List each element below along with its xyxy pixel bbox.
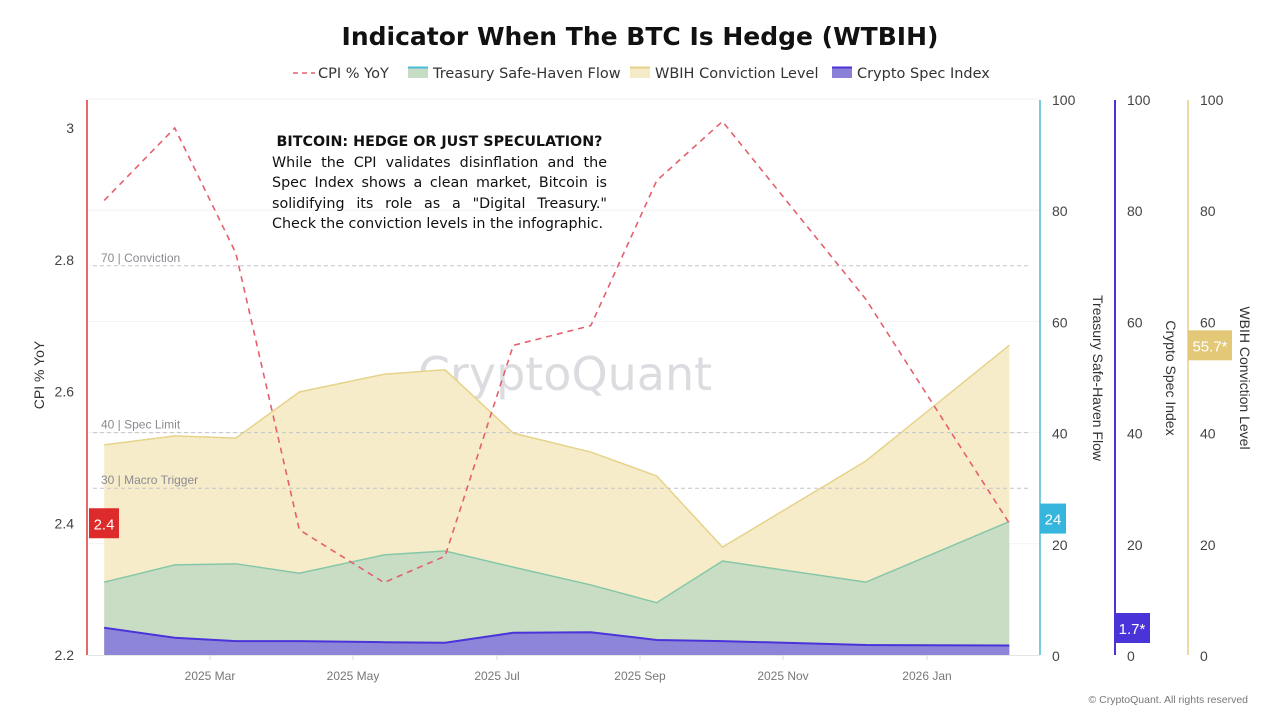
grid: 2025 Mar 2025 May 2025 Jul 2025 Sep 2025 Nov…	[88, 98, 1040, 683]
annotation-body: While the CPI validates disinflation and…	[272, 154, 607, 233]
left-axis-title: CPI % YoY	[31, 340, 47, 409]
right1-tick-label: 100	[1052, 92, 1076, 108]
legend-label: WBIH Conviction Level	[655, 66, 819, 82]
right3-tick-label: 80	[1200, 203, 1216, 219]
left-tick-label: 3	[66, 120, 74, 136]
right3-axis-title: WBIH Conviction Level	[1237, 306, 1253, 449]
spec-last-value-badge: 1.7*	[1119, 621, 1146, 638]
legend-item-2: WBIH Conviction Level	[630, 66, 819, 82]
left-tick-label: 2.8	[55, 252, 75, 268]
right2-tick-label: 80	[1127, 203, 1143, 219]
cpi-last-value-badge: 2.4	[94, 516, 115, 533]
x-tick-label: 2026 Jan	[902, 669, 951, 683]
right2-tick-label: 0	[1127, 648, 1135, 664]
treasury-last-value-badge: 24	[1045, 512, 1062, 529]
legend: CPI % YoY Treasury Safe-Haven Flow WBIH Co…	[293, 66, 990, 82]
right3-tick-label: 60	[1200, 314, 1216, 330]
line-treasury-safe-haven-flow	[104, 520, 1010, 604]
reference-label: 70 | Conviction	[101, 251, 180, 265]
right2-tick-label: 20	[1127, 537, 1143, 553]
reference-lines: 70 | Conviction 40 | Spec Limit 30 | Macro…	[93, 251, 1030, 489]
cpi-series	[103, 120, 1010, 584]
right2-tick-label: 40	[1127, 426, 1143, 442]
legend-swatch	[832, 67, 852, 78]
left-tick-label: 2.2	[55, 647, 75, 663]
x-tick-label: 2025 Jul	[474, 669, 519, 683]
wbih-last-value-badge: 55.7*	[1192, 338, 1227, 355]
x-tick-label: 2025 Sep	[614, 669, 666, 683]
right1-axis-title: Treasury Safe-Haven Flow	[1090, 295, 1106, 462]
right3-tick-label: 0	[1200, 648, 1208, 664]
right2-axis-title: Crypto Spec Index	[1163, 320, 1179, 435]
right3-tick-label: 20	[1200, 537, 1216, 553]
right1-tick-label: 80	[1052, 203, 1068, 219]
left-tick-label: 2.4	[55, 515, 75, 531]
footer-copyright: © CryptoQuant. All rights reserved	[1089, 694, 1249, 706]
annotation-title: BITCOIN: HEDGE OR JUST SPECULATION?	[276, 134, 603, 150]
right2-tick-label: 60	[1127, 314, 1143, 330]
legend-swatch	[630, 67, 650, 78]
area-crypto-spec-index	[104, 627, 1010, 655]
right1-tick-label: 0	[1052, 648, 1060, 664]
wbih-last-value-badge-bg	[1188, 330, 1232, 361]
right3-tick-label: 40	[1200, 426, 1216, 442]
line-wbih-conviction-level	[104, 344, 1010, 549]
reference-label: 40 | Spec Limit	[101, 418, 181, 432]
x-tick-label: 2025 Mar	[185, 669, 236, 683]
legend-swatch	[408, 67, 428, 78]
right1-tick-label: 60	[1052, 314, 1068, 330]
treasury-last-value-badge-bg	[1040, 503, 1066, 534]
spec-last-value-badge-bg	[1114, 613, 1150, 643]
legend-label: CPI % YoY	[318, 66, 389, 82]
left-tick-label: 2.6	[55, 384, 75, 400]
cpi-last-value-badge-bg	[89, 508, 119, 539]
axes: 2.2 2.4 2.6 2.8 3 CPI % YoY 0 20 40 60 80 100 Treasu…	[31, 92, 1253, 664]
right2-tick-label: 100	[1127, 92, 1151, 108]
x-tick-label: 2025 May	[327, 669, 380, 683]
line-crypto-spec-index	[104, 626, 1010, 647]
right3-tick-label: 100	[1200, 92, 1224, 108]
annotation-box: BITCOIN: HEDGE OR JUST SPECULATION? Whil…	[272, 132, 607, 235]
x-tick-label: 2025 Nov	[757, 669, 808, 683]
chart-title: Indicator When The BTC Is Hedge (WTBIH)	[342, 22, 939, 51]
reference-label: 30 | Macro Trigger	[101, 473, 198, 487]
plot-series	[104, 344, 1010, 655]
legend-label: Crypto Spec Index	[857, 66, 990, 82]
cpi-line	[103, 120, 1010, 584]
legend-item-1: Treasury Safe-Haven Flow	[408, 66, 621, 82]
legend-item-3: Crypto Spec Index	[832, 66, 990, 82]
right1-tick-label: 40	[1052, 426, 1068, 442]
area-treasury-safe-haven-flow	[104, 521, 1010, 655]
legend-item-0: CPI % YoY	[293, 66, 389, 82]
legend-label: Treasury Safe-Haven Flow	[432, 66, 621, 82]
right1-tick-label: 20	[1052, 537, 1068, 553]
